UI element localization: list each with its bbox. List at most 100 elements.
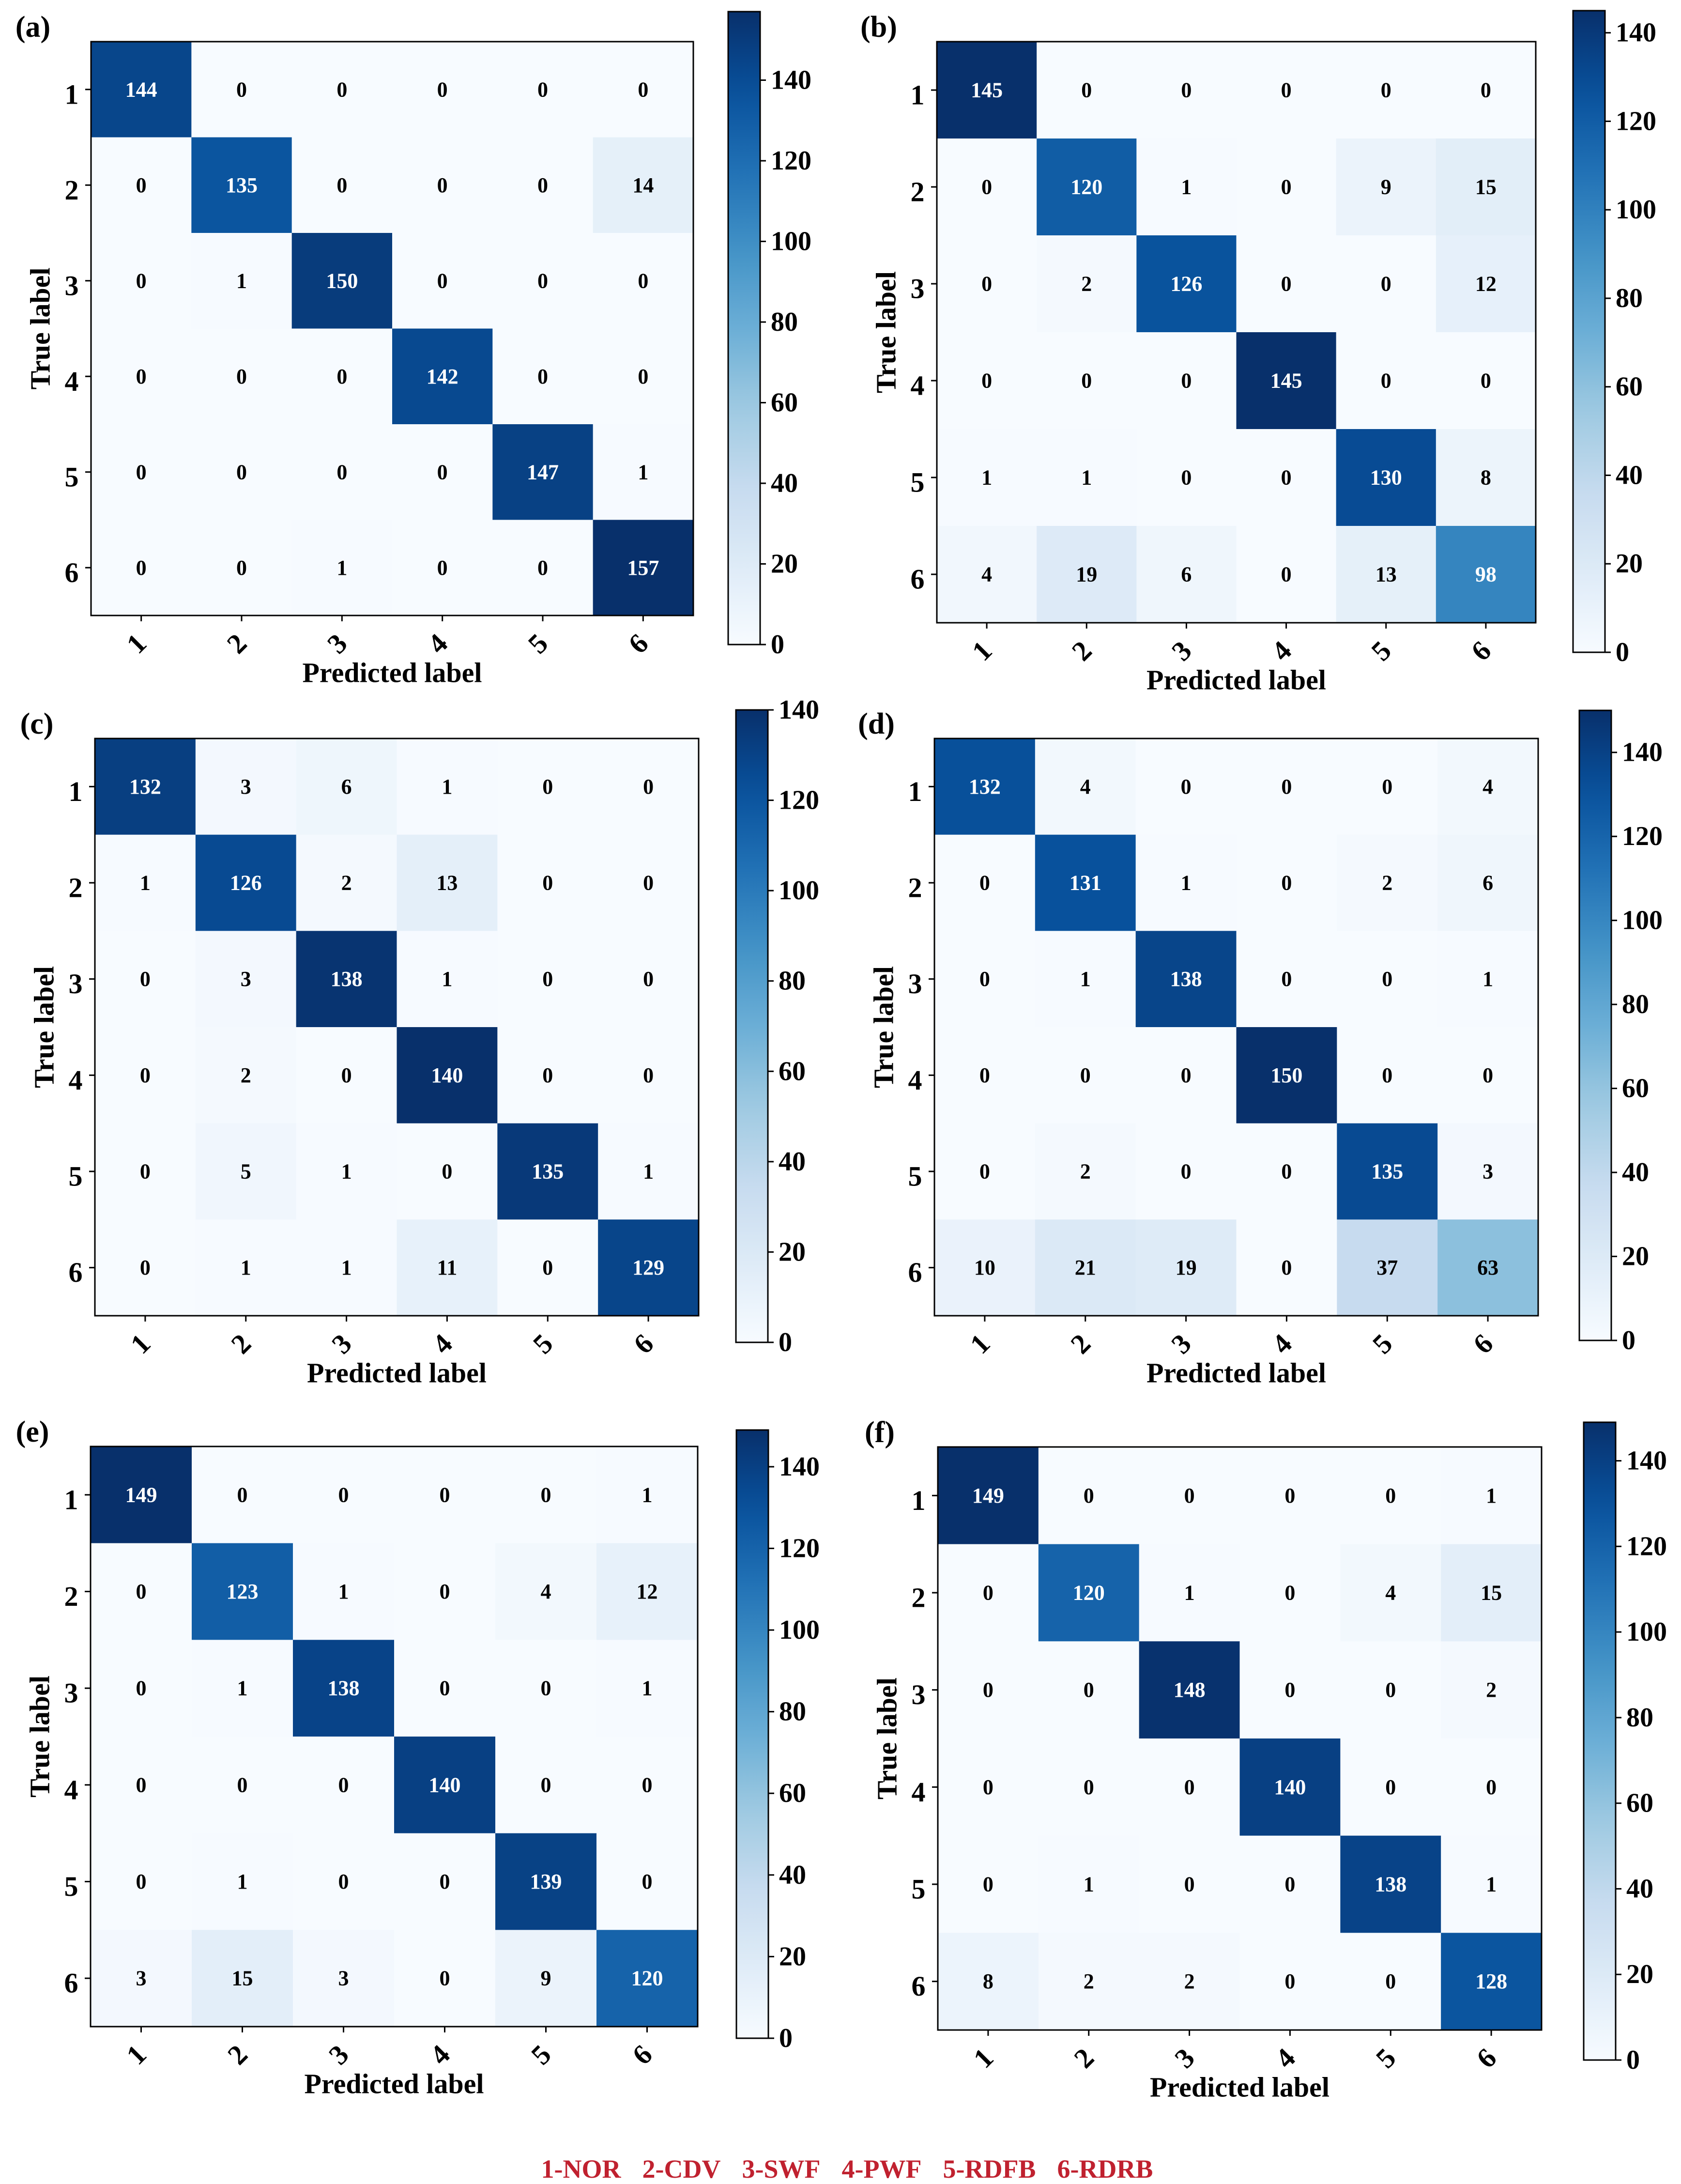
heatmap-cell <box>1037 526 1137 623</box>
heatmap-cell <box>95 1027 196 1124</box>
heatmap-cell <box>1337 1123 1438 1220</box>
heatmap-cell <box>1337 738 1438 835</box>
cell-value-label: 135 <box>532 1160 564 1184</box>
heatmap-cell <box>593 424 694 520</box>
heatmap-cell <box>293 1930 395 2027</box>
x-tick-label: 2 <box>1068 2042 1100 2074</box>
cell-value-label: 6 <box>1181 563 1192 586</box>
cell-value-label: 0 <box>1481 78 1491 102</box>
y-tick-label: 2 <box>908 872 922 904</box>
cell-value-label: 135 <box>1371 1160 1403 1184</box>
cell-value-label: 126 <box>230 871 262 895</box>
colorbar-tick-label: 120 <box>771 146 811 176</box>
cell-value-label: 1 <box>1181 175 1192 199</box>
cell-value-label: 0 <box>236 365 247 388</box>
heatmap-cell <box>937 332 1037 430</box>
cell-value-label: 0 <box>1084 1678 1094 1702</box>
heatmap-cell <box>1236 1219 1337 1316</box>
legend-item-6: 6-RDRB <box>1057 2154 1153 2184</box>
x-tick-label: 3 <box>321 628 353 660</box>
legend-item-5: 5-RDFB <box>943 2154 1036 2184</box>
cell-value-label: 0 <box>1281 871 1292 895</box>
heatmap-cell <box>593 137 694 233</box>
cell-value-label: 0 <box>1281 78 1292 102</box>
heatmap-cell <box>1340 1447 1441 1545</box>
y-tick-label: 1 <box>69 776 83 807</box>
cell-value-label: 0 <box>237 1773 248 1797</box>
cell-value-label: 0 <box>341 1063 352 1087</box>
colorbar-tick-label: 40 <box>1622 1157 1649 1187</box>
cell-value-label: 0 <box>136 556 147 580</box>
x-tick-label: 6 <box>627 1328 659 1360</box>
cell-value-label: 10 <box>974 1256 995 1279</box>
cell-value-label: 1 <box>981 466 992 490</box>
cell-value-label: 3 <box>1482 1160 1493 1184</box>
colorbar-tick-label: 120 <box>779 1533 820 1563</box>
heatmap-cell <box>1037 42 1137 139</box>
heatmap-cell <box>937 235 1037 333</box>
cell-value-label: 1 <box>642 1483 653 1507</box>
cell-value-label: 0 <box>643 1063 654 1087</box>
cell-value-label: 0 <box>1181 1063 1192 1087</box>
cell-value-label: 1 <box>341 1256 352 1279</box>
cell-value-label: 0 <box>983 1873 993 1896</box>
cell-value-label: 0 <box>643 967 654 991</box>
cell-value-label: 0 <box>1281 1160 1292 1184</box>
heatmap-cell <box>394 1930 496 2027</box>
cell-value-label: 0 <box>983 1581 993 1605</box>
cell-value-label: 0 <box>983 1678 993 1702</box>
colorbar-tick-label: 120 <box>1616 106 1656 136</box>
heatmap-cell <box>1035 1219 1136 1316</box>
colorbar-tick-label: 0 <box>779 1327 792 1357</box>
heatmap-cell <box>497 1219 598 1316</box>
cell-value-label: 0 <box>437 173 448 197</box>
colorbar-tick-label: 80 <box>779 966 806 996</box>
colorbar-tick-label: 60 <box>1616 372 1643 402</box>
heatmap-cell <box>1135 1219 1237 1316</box>
cell-value-label: 0 <box>1381 78 1391 102</box>
colorbar-tick-label: 20 <box>1626 1959 1653 1989</box>
colorbar-tick-label: 60 <box>1626 1788 1653 1818</box>
cell-value-label: 12 <box>637 1580 658 1603</box>
y-tick-label: 4 <box>912 1776 926 1808</box>
legend-item-3: 3-SWF <box>742 2154 821 2184</box>
heatmap-cell <box>1236 931 1337 1028</box>
cell-value-label: 6 <box>341 775 352 799</box>
heatmap-cell <box>91 1543 192 1640</box>
cell-value-label: 1 <box>442 775 452 799</box>
cell-value-label: 2 <box>1081 272 1092 296</box>
heatmap-cell <box>934 738 1036 835</box>
cell-value-label: 15 <box>1481 1581 1502 1605</box>
cell-value-label: 148 <box>1174 1678 1206 1702</box>
colorbar-tick-label: 100 <box>1616 195 1656 225</box>
cell-value-label: 15 <box>1475 175 1497 199</box>
y-tick-label: 6 <box>908 1257 922 1288</box>
heatmap-cell <box>394 1543 496 1640</box>
heatmap-cell <box>938 1544 1039 1642</box>
cell-value-label: 1 <box>237 1676 248 1700</box>
colorbar-tick-label: 80 <box>771 307 798 337</box>
cell-value-label: 2 <box>1084 1969 1094 1993</box>
cell-value-label: 1 <box>1486 1873 1497 1896</box>
heatmap-cell <box>394 1737 496 1834</box>
x-tick-label: 4 <box>424 2039 456 2071</box>
cell-value-label: 0 <box>338 1773 349 1797</box>
heatmap-cell <box>1337 1219 1438 1316</box>
cell-value-label: 0 <box>1281 175 1292 199</box>
colorbar-tick-label: 40 <box>779 1860 806 1890</box>
cell-value-label: 1 <box>638 460 648 484</box>
heatmap-cell <box>497 738 598 835</box>
cell-value-label: 0 <box>1385 1969 1396 1993</box>
heatmap-cell <box>1139 1447 1240 1545</box>
heatmap-cell <box>91 520 192 616</box>
heatmap-cell <box>1035 1123 1136 1220</box>
cell-value-label: 0 <box>1385 1484 1396 1507</box>
colorbar-tick-label: 40 <box>779 1147 806 1177</box>
cell-value-label: 0 <box>1486 1775 1497 1799</box>
cell-value-label: 0 <box>642 1870 653 1893</box>
heatmap-cell <box>1236 235 1337 333</box>
colorbar-tick-label: 80 <box>1616 283 1643 313</box>
heatmap-cell <box>1441 1835 1542 1933</box>
